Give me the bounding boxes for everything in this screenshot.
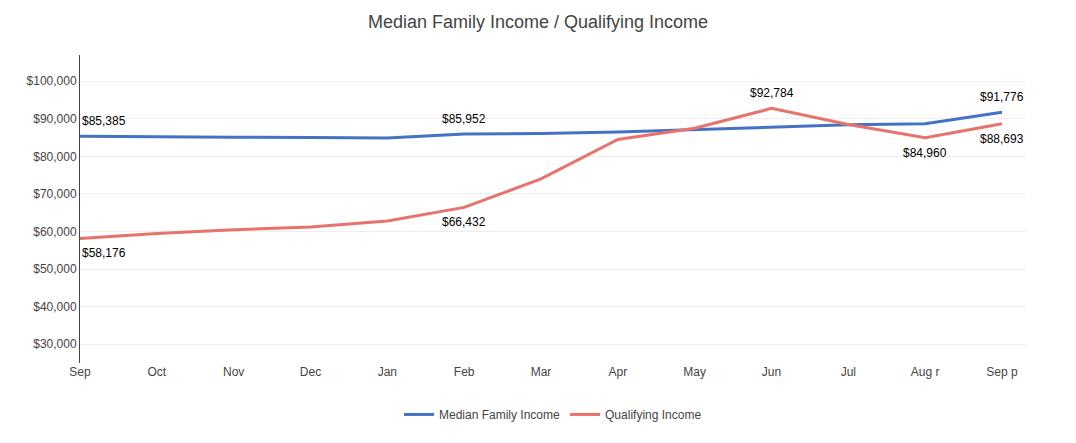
svg-text:Jun: Jun [762,365,781,379]
svg-text:$84,960: $84,960 [903,146,947,160]
svg-text:Apr: Apr [608,365,627,379]
svg-text:Median Family Income / Qualify: Median Family Income / Qualifying Income [368,12,708,32]
svg-text:Dec: Dec [300,365,321,379]
svg-text:Sep: Sep [69,365,91,379]
svg-text:$85,952: $85,952 [442,112,486,126]
svg-text:$91,776: $91,776 [980,90,1024,104]
svg-text:Aug r: Aug r [911,365,940,379]
svg-text:$40,000: $40,000 [33,300,77,314]
svg-text:May: May [683,365,706,379]
svg-text:Feb: Feb [454,365,475,379]
svg-text:$60,000: $60,000 [33,225,77,239]
svg-text:Median Family Income: Median Family Income [439,408,560,422]
svg-text:Qualifying Income: Qualifying Income [605,408,701,422]
svg-text:$70,000: $70,000 [33,187,77,201]
svg-text:$90,000: $90,000 [33,112,77,126]
svg-text:$92,784: $92,784 [750,86,794,100]
svg-text:$80,000: $80,000 [33,150,77,164]
svg-text:$50,000: $50,000 [33,262,77,276]
svg-text:$100,000: $100,000 [27,74,77,88]
svg-text:Mar: Mar [531,365,552,379]
svg-text:$88,693: $88,693 [980,132,1024,146]
svg-text:Sep p: Sep p [986,365,1018,379]
svg-text:Jul: Jul [841,365,856,379]
svg-text:$85,385: $85,385 [82,114,126,128]
svg-text:$66,432: $66,432 [442,215,486,229]
svg-text:$30,000: $30,000 [33,337,77,351]
svg-text:Jan: Jan [378,365,397,379]
svg-text:$58,176: $58,176 [82,246,126,260]
svg-text:Nov: Nov [223,365,244,379]
svg-text:Oct: Oct [147,365,166,379]
